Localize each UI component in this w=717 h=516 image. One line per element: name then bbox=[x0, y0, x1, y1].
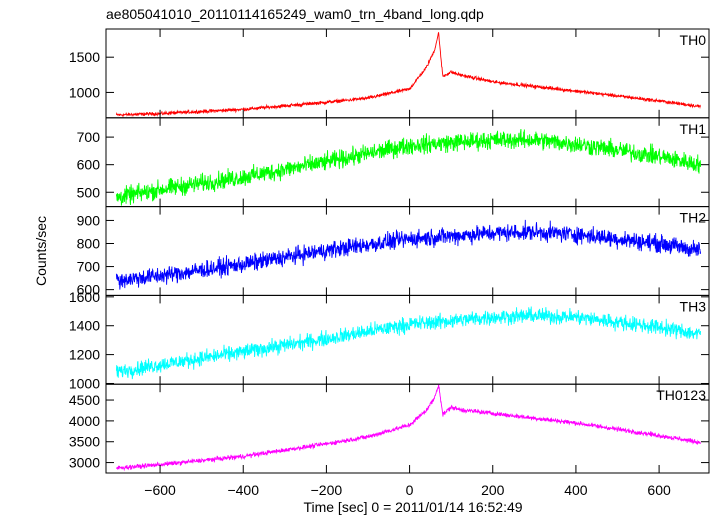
y-tick-label: 1000 bbox=[69, 375, 100, 391]
y-tick-label: 1000 bbox=[69, 84, 100, 100]
x-tick-label: 200 bbox=[481, 482, 505, 498]
panel-th0123: 3000 3500 4000 4500 TH0123 bbox=[69, 383, 710, 474]
y-tick-label: 700 bbox=[77, 129, 101, 145]
panel-th2: 600 700 800 900 TH2 bbox=[77, 206, 710, 298]
x-tick-label: 0 bbox=[406, 482, 414, 498]
panel-frame bbox=[105, 383, 710, 474]
x-tick-label: 400 bbox=[564, 482, 588, 498]
y-tick-label: 1200 bbox=[69, 347, 100, 363]
panels-group: 1000 1500 TH0 500 600 700 TH1 600 700 800 900 TH2 10… bbox=[69, 28, 710, 474]
panel-th3: 1000 1200 1400 1600 TH3 bbox=[69, 289, 710, 391]
y-axis-label: Counts/sec bbox=[33, 216, 49, 286]
y-tick-label: 500 bbox=[77, 184, 101, 200]
panel-frame bbox=[105, 28, 710, 119]
y-tick-label: 600 bbox=[77, 282, 101, 298]
x-axis-label: Time [sec] 0 = 2011/01/14 16:52:49 bbox=[303, 499, 522, 515]
panel-label-th0: TH0 bbox=[680, 32, 707, 48]
x-tick-label: −400 bbox=[227, 482, 259, 498]
panel-label-th1: TH1 bbox=[680, 121, 707, 137]
y-tick-label: 700 bbox=[77, 259, 101, 275]
panel-label-th0123: TH0123 bbox=[656, 387, 706, 403]
y-tick-label: 3000 bbox=[69, 455, 100, 471]
y-tick-label: 4000 bbox=[69, 413, 100, 429]
y-tick-label: 4500 bbox=[69, 392, 100, 408]
panel-label-th3: TH3 bbox=[680, 298, 707, 314]
panel-frame bbox=[105, 117, 710, 208]
panel-th0: 1000 1500 TH0 bbox=[69, 28, 710, 119]
y-tick-label: 3500 bbox=[69, 434, 100, 450]
series-line-th1 bbox=[115, 129, 702, 206]
y-tick-label: 1500 bbox=[69, 49, 100, 65]
x-tick-label: 600 bbox=[647, 482, 671, 498]
y-tick-label: 1600 bbox=[69, 289, 100, 305]
panel-label-th2: TH2 bbox=[680, 210, 707, 226]
x-axis: −600 −400 −200 0 200 400 600 bbox=[144, 482, 671, 498]
x-tick-label: −600 bbox=[144, 482, 176, 498]
y-tick-label: 600 bbox=[77, 157, 101, 173]
x-tick-label: −200 bbox=[311, 482, 343, 498]
y-tick-label: 1400 bbox=[69, 318, 100, 334]
y-tick-label: 800 bbox=[77, 236, 101, 252]
series-line-th2 bbox=[115, 219, 702, 290]
y-tick-label: 900 bbox=[77, 212, 101, 228]
panel-th1: 500 600 700 TH1 bbox=[77, 117, 710, 208]
panel-frame bbox=[105, 294, 710, 385]
series-line-th0 bbox=[115, 32, 701, 118]
series-line-th0123 bbox=[115, 384, 701, 472]
panel-frame bbox=[105, 206, 710, 296]
series-line-th3 bbox=[115, 306, 702, 380]
chart-title: ae805041010_20110114165249_wam0_trn_4ban… bbox=[106, 6, 484, 22]
